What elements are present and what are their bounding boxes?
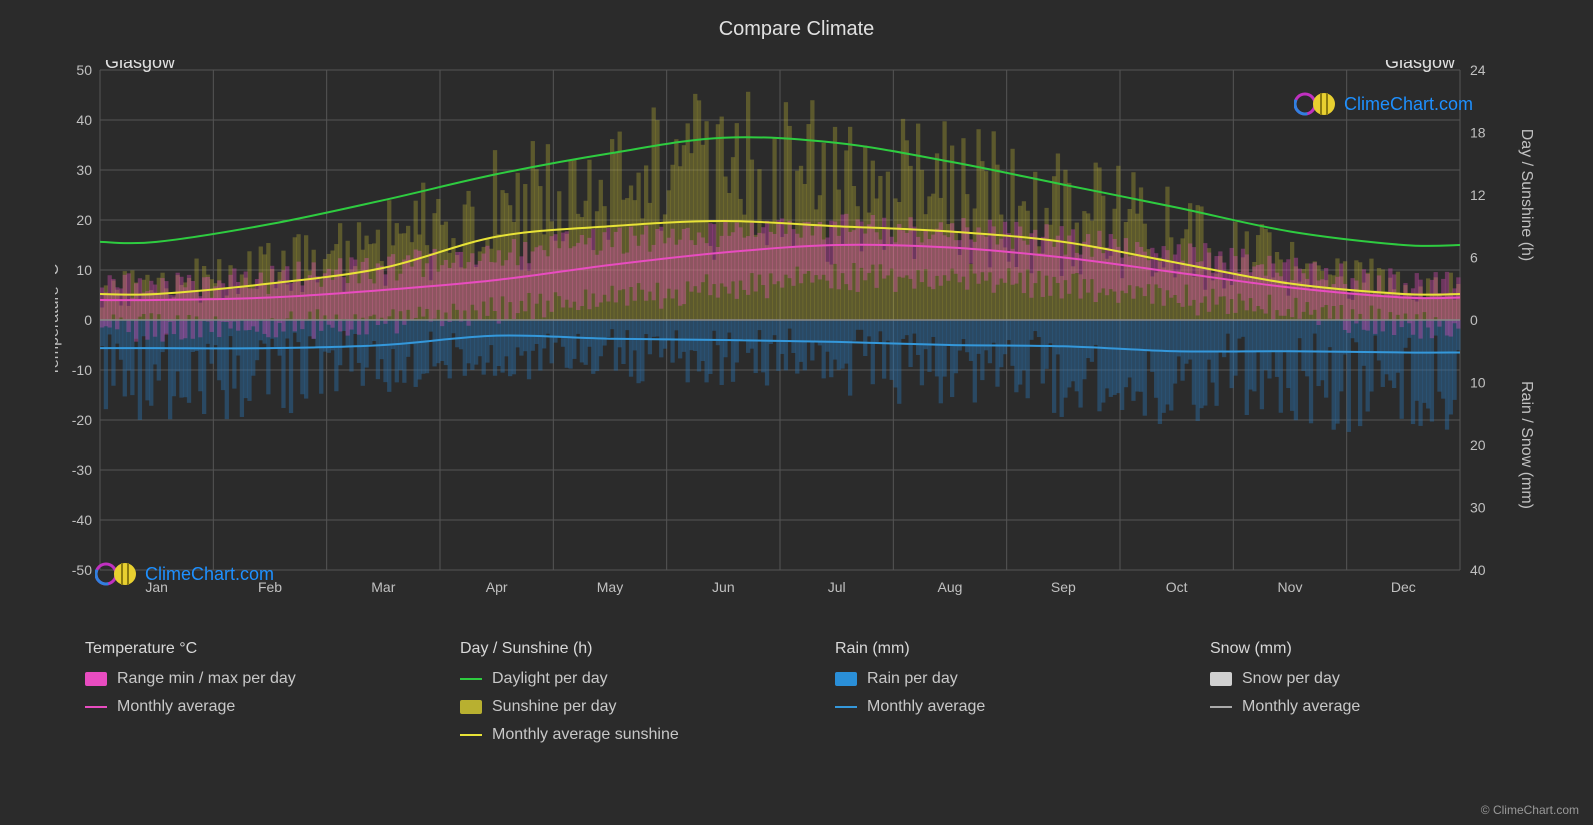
svg-text:-10: -10 — [72, 362, 92, 378]
legend-swatch — [1210, 672, 1232, 686]
svg-text:30: 30 — [1470, 500, 1486, 516]
legend-item: Monthly average sunshine — [460, 726, 795, 744]
legend-swatch — [460, 734, 482, 736]
svg-text:May: May — [597, 579, 623, 595]
legend-col-rain: Rain (mm) Rain per day Monthly average — [835, 640, 1170, 754]
legend-label: Monthly average — [117, 698, 235, 716]
legend-swatch — [460, 678, 482, 680]
legend-swatch — [85, 672, 107, 686]
legend-item: Range min / max per day — [85, 670, 420, 688]
svg-text:Aug: Aug — [938, 579, 963, 595]
svg-text:40: 40 — [76, 112, 92, 128]
svg-text:-30: -30 — [72, 462, 92, 478]
watermark-bottom: ClimeChart.com — [95, 560, 274, 588]
legend-item: Rain per day — [835, 670, 1170, 688]
legend-swatch — [835, 706, 857, 708]
legend-label: Daylight per day — [492, 670, 608, 688]
chart-svg: -50-40-30-20-1001020304050JanFebMarAprMa… — [55, 60, 1535, 620]
legend-label: Sunshine per day — [492, 698, 617, 716]
svg-text:-50: -50 — [72, 562, 92, 578]
legend-swatch — [835, 672, 857, 686]
svg-text:20: 20 — [76, 212, 92, 228]
svg-text:Jul: Jul — [828, 579, 846, 595]
svg-text:Day / Sunshine (h): Day / Sunshine (h) — [1518, 129, 1535, 262]
legend-col-temp: Temperature °C Range min / max per day Mo… — [85, 640, 420, 754]
svg-text:18: 18 — [1470, 125, 1486, 141]
svg-text:40: 40 — [1470, 562, 1486, 578]
svg-text:12: 12 — [1470, 187, 1486, 203]
chart-title: Compare Climate — [0, 0, 1593, 41]
svg-text:30: 30 — [76, 162, 92, 178]
svg-text:0: 0 — [84, 312, 92, 328]
legend-item: Daylight per day — [460, 670, 795, 688]
svg-text:6: 6 — [1470, 250, 1478, 266]
legend-heading: Rain (mm) — [835, 640, 1170, 658]
svg-text:-40: -40 — [72, 512, 92, 528]
legend-swatch — [1210, 706, 1232, 708]
copyright: © ClimeChart.com — [1481, 803, 1579, 817]
legend-col-snow: Snow (mm) Snow per day Monthly average — [1210, 640, 1545, 754]
svg-text:Apr: Apr — [486, 579, 508, 595]
legend-item: Monthly average — [1210, 698, 1545, 716]
svg-text:Oct: Oct — [1166, 579, 1188, 595]
svg-text:Nov: Nov — [1278, 579, 1303, 595]
legend: Temperature °C Range min / max per day Mo… — [85, 640, 1545, 754]
svg-text:50: 50 — [76, 62, 92, 78]
legend-label: Rain per day — [867, 670, 958, 688]
legend-heading: Temperature °C — [85, 640, 420, 658]
svg-text:Sep: Sep — [1051, 579, 1076, 595]
svg-text:Dec: Dec — [1391, 579, 1416, 595]
chart-area: -50-40-30-20-1001020304050JanFebMarAprMa… — [55, 60, 1535, 600]
svg-text:Temperature °C: Temperature °C — [55, 264, 62, 376]
legend-heading: Snow (mm) — [1210, 640, 1545, 658]
svg-text:10: 10 — [76, 262, 92, 278]
legend-swatch — [460, 700, 482, 714]
legend-label: Snow per day — [1242, 670, 1340, 688]
legend-label: Monthly average sunshine — [492, 726, 679, 744]
svg-text:Glasgow: Glasgow — [105, 60, 176, 72]
svg-text:-20: -20 — [72, 412, 92, 428]
svg-text:Mar: Mar — [371, 579, 395, 595]
svg-text:0: 0 — [1470, 312, 1478, 328]
legend-item: Monthly average — [85, 698, 420, 716]
legend-label: Monthly average — [867, 698, 985, 716]
legend-item: Snow per day — [1210, 670, 1545, 688]
legend-item: Sunshine per day — [460, 698, 795, 716]
legend-label: Monthly average — [1242, 698, 1360, 716]
watermark-top: ClimeChart.com — [1294, 90, 1473, 118]
svg-text:24: 24 — [1470, 62, 1486, 78]
legend-swatch — [85, 706, 107, 708]
svg-text:Jun: Jun — [712, 579, 735, 595]
svg-text:20: 20 — [1470, 437, 1486, 453]
svg-text:Glasgow: Glasgow — [1385, 60, 1456, 72]
svg-text:10: 10 — [1470, 375, 1486, 391]
legend-label: Range min / max per day — [117, 670, 296, 688]
svg-text:Rain / Snow (mm): Rain / Snow (mm) — [1518, 381, 1535, 509]
legend-col-day: Day / Sunshine (h) Daylight per day Sunsh… — [460, 640, 795, 754]
legend-item: Monthly average — [835, 698, 1170, 716]
legend-heading: Day / Sunshine (h) — [460, 640, 795, 658]
